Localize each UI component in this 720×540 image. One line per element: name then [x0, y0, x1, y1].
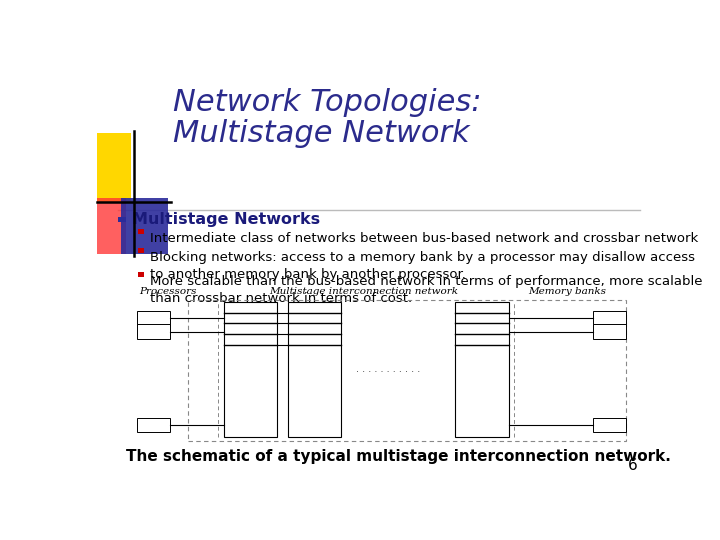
- Bar: [97, 133, 131, 202]
- Bar: [224, 302, 277, 437]
- Bar: [138, 230, 143, 234]
- Bar: [456, 302, 508, 437]
- Text: 6: 6: [629, 458, 638, 473]
- Bar: [593, 324, 626, 339]
- Text: Multistage Networks: Multistage Networks: [132, 212, 320, 227]
- Text: Blocking networks: access to a memory bank by a processor may disallow access
to: Blocking networks: access to a memory ba…: [150, 251, 696, 281]
- Text: 0: 0: [607, 314, 613, 322]
- Text: p-1: p-1: [146, 420, 161, 429]
- Bar: [593, 417, 626, 432]
- Bar: [119, 217, 126, 222]
- Text: 1: 1: [607, 327, 613, 336]
- Text: 0: 0: [150, 314, 156, 322]
- Text: .: .: [249, 375, 252, 385]
- Text: 1: 1: [150, 327, 156, 336]
- Bar: [121, 198, 168, 254]
- Text: . . . . . . . . . . .: . . . . . . . . . . .: [356, 364, 420, 374]
- Text: Stage n: Stage n: [464, 403, 500, 411]
- Text: Stage 1: Stage 1: [233, 403, 268, 411]
- Text: Multistage Network: Multistage Network: [173, 119, 469, 148]
- Bar: [288, 302, 341, 437]
- Text: .: .: [249, 386, 252, 396]
- Text: .: .: [313, 364, 316, 374]
- Bar: [138, 310, 170, 325]
- Text: b-1: b-1: [602, 420, 617, 429]
- Bar: [138, 272, 143, 277]
- Bar: [97, 198, 126, 254]
- Text: More scalable than the bus-based network in terms of performance, more scalable
: More scalable than the bus-based network…: [150, 275, 703, 305]
- Text: Memory banks: Memory banks: [528, 287, 606, 295]
- Text: .: .: [313, 375, 316, 385]
- Text: Stage 2: Stage 2: [297, 403, 332, 411]
- Text: .: .: [313, 386, 316, 396]
- Text: .: .: [480, 386, 484, 396]
- Text: Multistage interconnection network: Multistage interconnection network: [269, 287, 458, 295]
- Text: Processors: Processors: [140, 287, 197, 295]
- Text: Network Topologies:: Network Topologies:: [173, 87, 481, 117]
- Text: .: .: [480, 364, 484, 374]
- Bar: [593, 310, 626, 325]
- Text: .: .: [249, 364, 252, 374]
- Bar: [138, 324, 170, 339]
- Text: .: .: [480, 375, 484, 385]
- Text: The schematic of a typical multistage interconnection network.: The schematic of a typical multistage in…: [126, 449, 671, 464]
- Bar: [138, 248, 143, 253]
- Bar: [138, 417, 170, 432]
- Text: Intermediate class of networks between bus-based network and crossbar network: Intermediate class of networks between b…: [150, 232, 698, 245]
